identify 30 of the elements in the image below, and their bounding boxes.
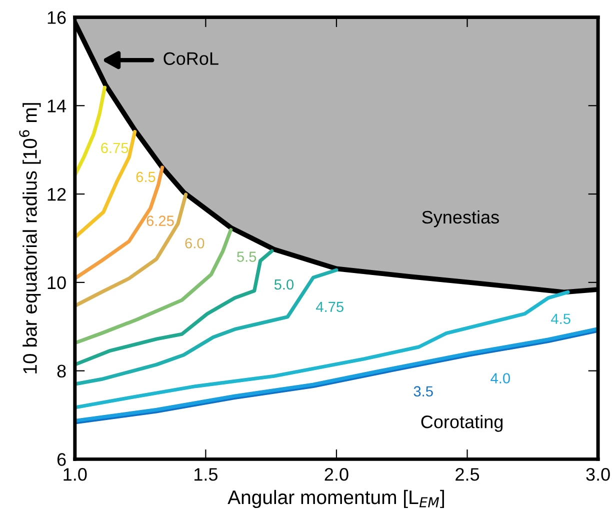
series-label: 3.5 (414, 386, 433, 396)
series-label: 4.5 (551, 314, 570, 324)
series-label: 4.75 (316, 302, 344, 312)
y-tick-label: 6 (57, 453, 66, 466)
y-tick-label: 16 (48, 11, 66, 24)
x-tick-label: 3.0 (586, 468, 610, 481)
y-tick-label: 12 (48, 188, 66, 201)
y-axis-title: 10 bar equatorial radius [10$^{6}$ m] (19, 103, 41, 374)
line-series (74, 228, 233, 345)
x-tick-label: 1.5 (194, 468, 218, 481)
x-axis-title: Angular momentum [L$_{EM}$] (228, 490, 444, 508)
x-tick-label: 2.0 (324, 468, 348, 481)
series-label: 5.5 (237, 252, 256, 262)
x-tick-label: 2.5 (456, 468, 480, 481)
series-label: 5.0 (274, 279, 294, 290)
annotation: CoRoL (164, 52, 218, 65)
series-label: 6.25 (146, 216, 174, 226)
annotation: Synestias (422, 210, 499, 228)
series-label: 6.0 (185, 238, 204, 248)
series-label: 4.0 (490, 373, 510, 384)
x-tick-label: 1.0 (64, 468, 87, 481)
y-tick-label: 14 (48, 100, 66, 112)
y-tick-label: 8 (57, 364, 66, 378)
series-label: 6.5 (136, 172, 156, 182)
annotation: Corotating (421, 414, 503, 432)
line-series (74, 290, 570, 410)
line-series (74, 130, 137, 240)
y-tick-label: 10 (48, 276, 66, 290)
line-series (74, 249, 274, 366)
series-label: 6.75 (101, 142, 128, 154)
